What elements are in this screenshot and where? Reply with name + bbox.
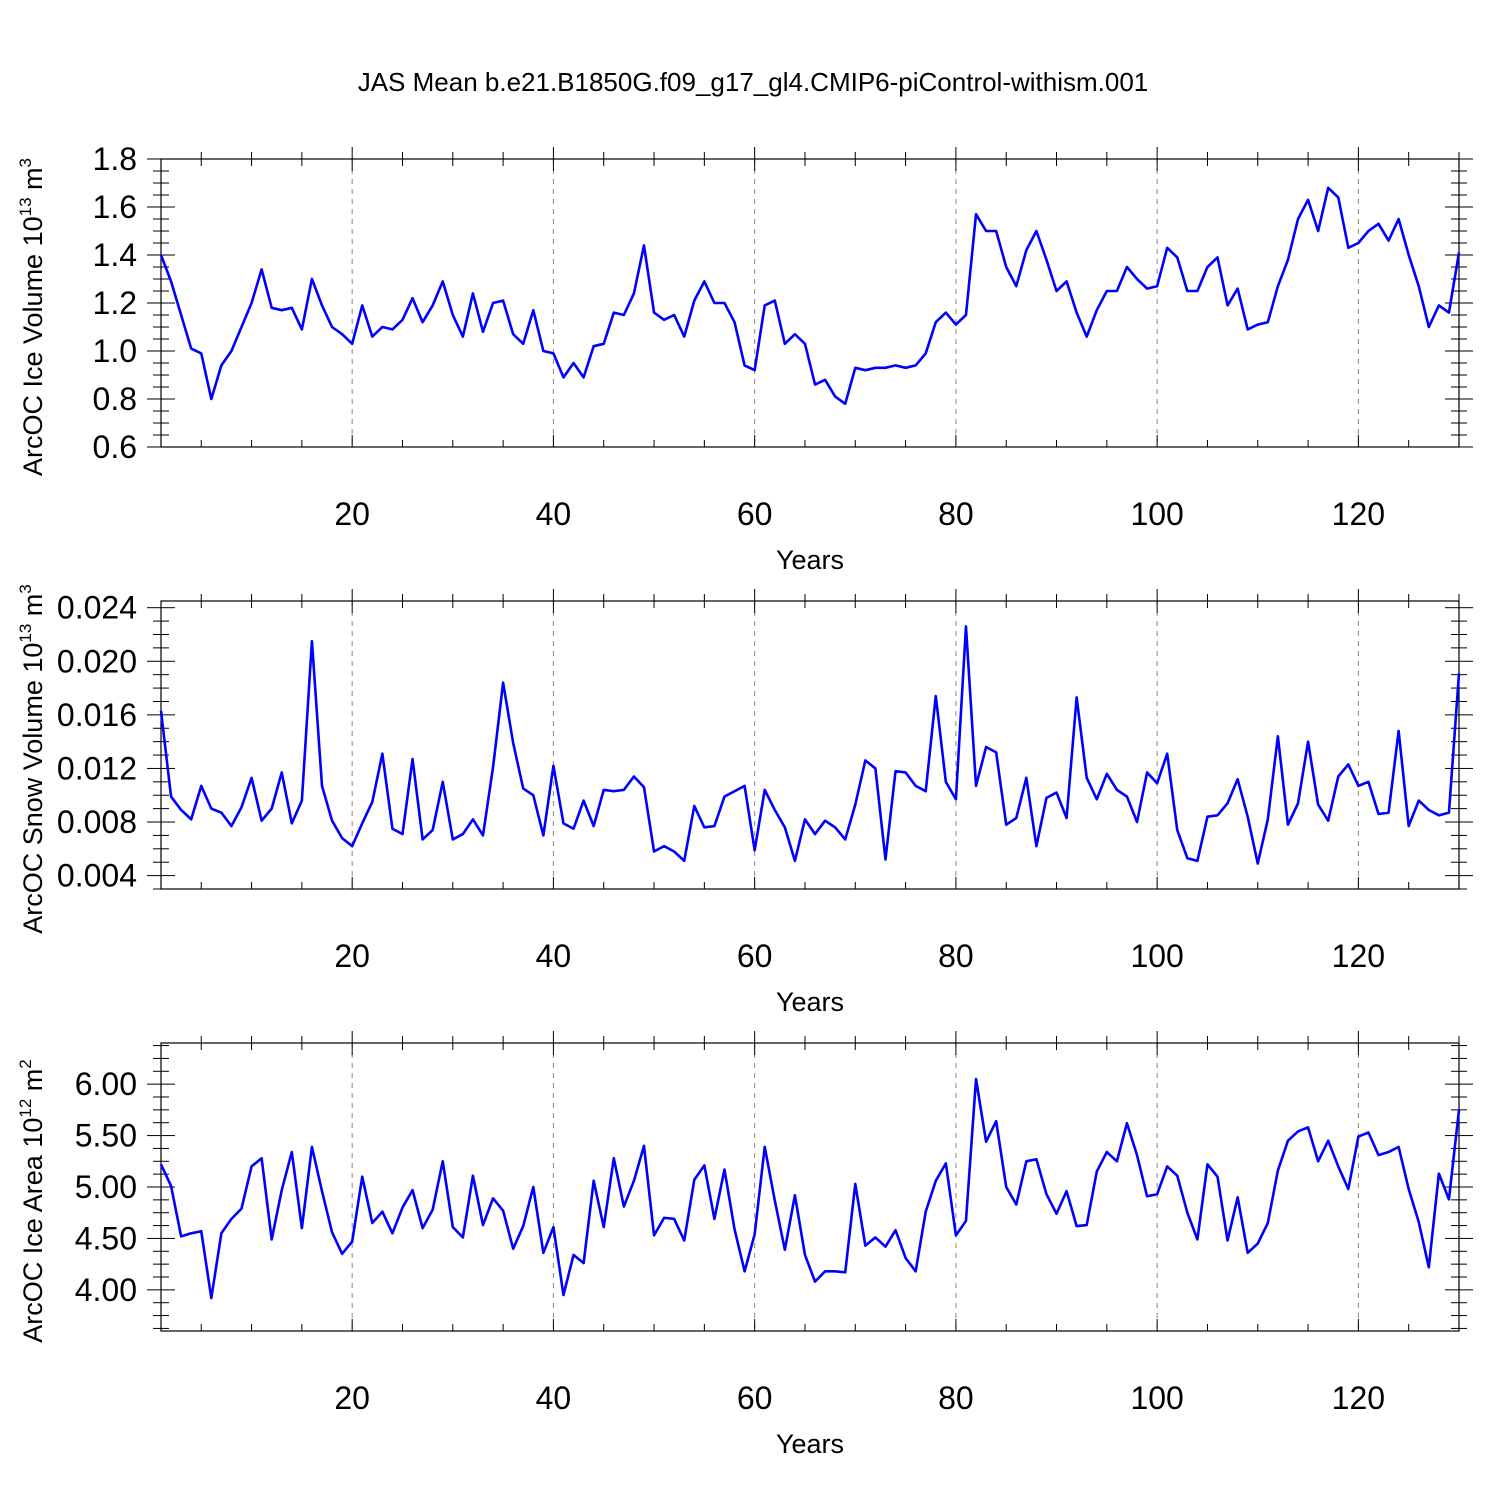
y-tick-label: 1.6 [93,189,137,225]
x-tick-label: 120 [1332,1380,1385,1416]
x-tick-label: 60 [737,938,773,974]
x-tick-label: 20 [334,938,370,974]
y-tick-label: 0.012 [57,750,137,786]
figure-title: JAS Mean b.e21.B1850G.f09_g17_gl4.CMIP6-… [358,67,1149,97]
panel-2: 20 40 60 80 100 120 0.004 0.008 0.012 0.016 0.020 0… [16,584,1473,1017]
x-tick-label: 20 [334,496,370,532]
y-tick-label: 0.024 [57,590,137,626]
x-axis-label: Years [776,545,844,575]
y-tick-label: 6.00 [75,1066,137,1102]
x-axis-label: Years [776,987,844,1017]
y-tick-label: 5.00 [75,1169,137,1205]
x-tick-label: 80 [938,1380,974,1416]
x-tick-label: 20 [334,1380,370,1416]
x-tick-label: 80 [938,938,974,974]
x-tick-label: 60 [737,496,773,532]
plot-frame [160,1042,1460,1332]
panel-1: 20 40 60 80 100 120 0.6 0.8 1.0 1.2 1.4 1.6 1.8 Years… [16,141,1473,575]
x-tick-label: 100 [1130,938,1183,974]
y-tick-label: 0.004 [57,858,137,894]
y-tick-label: 0.8 [93,381,137,417]
y-tick-label: 4.00 [75,1272,137,1308]
y-axis-label: ArcOC Snow Volume 1013 m3 [16,584,48,934]
y-tick-label: 1.2 [93,285,137,321]
x-tick-label: 100 [1130,496,1183,532]
plot-frame [160,600,1460,890]
y-tick-label: 0.016 [57,697,137,733]
series-line [159,186,1461,406]
x-tick-label: 60 [737,1380,773,1416]
y-tick-label: 1.4 [93,237,137,273]
x-axis-label: Years [776,1429,844,1459]
y-tick-label: 0.6 [93,429,137,465]
x-tick-label: 120 [1332,496,1385,532]
y-tick-label: 4.50 [75,1220,137,1256]
y-tick-label: 1.0 [93,333,137,369]
series-line [159,625,1461,865]
x-tick-label: 100 [1130,1380,1183,1416]
y-tick-label: 0.008 [57,804,137,840]
y-tick-label: 5.50 [75,1118,137,1154]
series-line [159,1077,1461,1300]
plot-frame [160,158,1460,448]
x-tick-label: 40 [536,1380,572,1416]
x-tick-label: 40 [536,496,572,532]
panel-3: 20 40 60 80 100 120 4.00 4.50 5.00 5.50 6.00 Years A… [16,1031,1473,1459]
x-tick-label: 120 [1332,938,1385,974]
x-tick-label: 80 [938,496,974,532]
y-tick-label: 1.8 [93,141,137,177]
x-tick-label: 40 [536,938,572,974]
y-axis-label: ArcOC Ice Area 1012 m2 [16,1059,48,1343]
y-axis-label: ArcOC Ice Volume 1013 m3 [16,158,48,476]
y-tick-label: 0.020 [57,643,137,679]
